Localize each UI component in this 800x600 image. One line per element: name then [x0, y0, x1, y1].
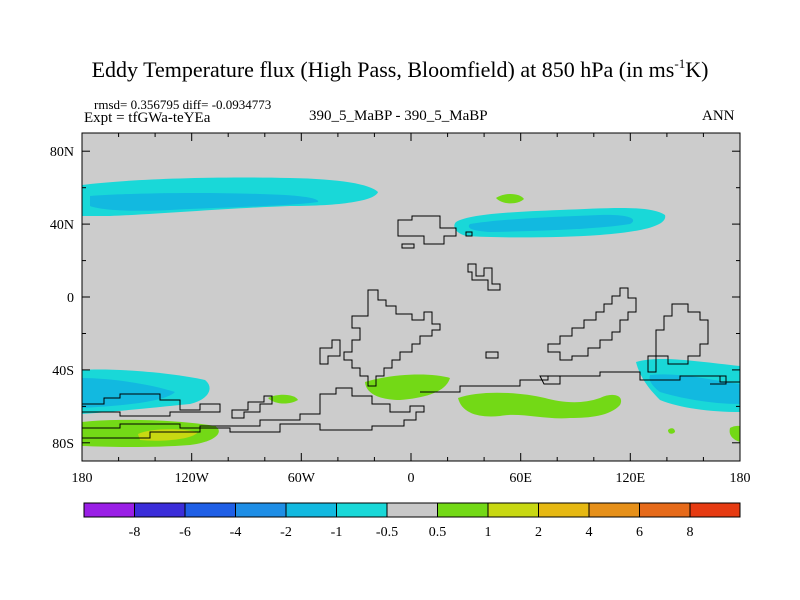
colorbar-label-6: 0.5: [429, 525, 447, 540]
colorbar-box-3: [235, 502, 287, 518]
lat-tick-40s: 40S: [52, 364, 74, 379]
coastline-antarctic-west: [82, 393, 221, 417]
colorbar-label-1: -6: [179, 525, 191, 540]
case-label: 390_5_MaBP - 390_5_MaBP: [309, 108, 488, 124]
colorbar-label-5: -0.5: [376, 525, 398, 540]
colorbar-box-0: [83, 502, 135, 518]
colorbar-box-7: [437, 502, 489, 518]
colorbar-box-6: [386, 502, 438, 518]
lon-tick-120e: 120E: [616, 471, 646, 486]
lon-tick-180w: 180: [72, 471, 93, 486]
lon-tick-60e: 60E: [509, 471, 532, 486]
anomaly-north-atlantic-green: [496, 193, 524, 204]
lat-tick-0: 0: [67, 291, 74, 306]
coastline-eurasia: [397, 215, 457, 245]
experiment-label: Expt = tfGWa-teYEa: [84, 110, 211, 126]
axis-ticks: [81, 133, 741, 461]
lat-tick-80n: 80N: [50, 145, 74, 160]
colorbar-box-4: [285, 502, 337, 518]
colorbar-box-9: [538, 502, 590, 518]
colorbar-box-1: [134, 502, 186, 518]
coastline-antarctica-east-ridge: [420, 371, 740, 393]
chart-title-main: Eddy Temperature flux (High Pass, Bloomf…: [91, 57, 675, 82]
anomaly-antarctic-edge-green: [668, 428, 675, 434]
colorbar-label-7: 1: [485, 525, 492, 540]
chart-title: Eddy Temperature flux (High Pass, Bloomf…: [0, 56, 800, 83]
lon-tick-labels: 180 120W 60W 0 60E 120E 180: [72, 471, 751, 486]
anomaly-eurasia-sky: [468, 214, 634, 232]
colorbar-label-11: 8: [687, 525, 694, 540]
anomaly-south-pacific-sky: [82, 378, 175, 408]
colorbar-box-12: [689, 502, 741, 518]
anomaly-north-pacific-sky: [90, 192, 319, 211]
rmsd-diff-label: rmsd= 0.356795 diff= -0.0934773: [94, 97, 272, 112]
anomaly-indian-ocean-green: [458, 392, 622, 419]
coastline-south-america-africa: [343, 289, 441, 387]
colorbar-box-5: [336, 502, 388, 518]
anomaly-fields: [82, 177, 740, 447]
coastline-middle-east: [467, 263, 501, 291]
anomaly-southeast-pacific-sky: [649, 374, 740, 404]
coastline-madagascar-like: [485, 351, 499, 359]
lon-tick-180e: 180: [730, 471, 751, 486]
coastline-new-zealand: [647, 355, 657, 373]
colorbar-box-10: [588, 502, 640, 518]
colorbar: -8 -6 -4 -2 -1 -0.5 0.5 1 2 4 6 8: [83, 502, 741, 540]
colorbar-label-3: -2: [280, 525, 292, 540]
coastline-south-africa-tip: [539, 375, 561, 385]
coastline-australia-east: [655, 303, 709, 365]
coastline-island-small: [465, 231, 473, 237]
coastline-south-america-west: [319, 339, 341, 365]
coastline-antarctica-main: [82, 387, 425, 439]
colorbar-label-2: -4: [230, 525, 242, 540]
coastline-australia-indonesia: [547, 287, 637, 361]
lon-tick-60w: 60W: [288, 471, 316, 486]
lon-tick-120w: 120W: [175, 471, 210, 486]
colorbar-box-2: [184, 502, 236, 518]
anomaly-south-atlantic-green: [365, 374, 450, 400]
coastlines: [82, 215, 740, 439]
colorbar-label-0: -8: [129, 525, 141, 540]
colorbar-label-8: 2: [535, 525, 542, 540]
season-label: ANN: [702, 108, 735, 124]
lat-tick-80s: 80S: [52, 437, 74, 452]
colorbar-label-9: 4: [586, 525, 593, 540]
lon-tick-0: 0: [408, 471, 415, 486]
lat-tick-40n: 40N: [50, 218, 74, 233]
coastline-europe-fragment: [401, 243, 415, 249]
colorbar-label-4: -1: [331, 525, 343, 540]
colorbar-label-10: 6: [636, 525, 643, 540]
lat-tick-labels: 80N 40N 0 40S 80S: [50, 145, 74, 452]
coastline-far-east: [710, 375, 727, 385]
chart-title-sup: -1: [674, 56, 686, 71]
anomaly-antarctic-east-green: [729, 425, 740, 442]
chart-title-end: K): [685, 57, 709, 82]
colorbar-box-11: [639, 502, 691, 518]
coastline-antarctic-peninsula: [231, 395, 273, 419]
colorbar-box-8: [487, 502, 539, 518]
anomaly-bellingshausen-green: [268, 394, 298, 404]
